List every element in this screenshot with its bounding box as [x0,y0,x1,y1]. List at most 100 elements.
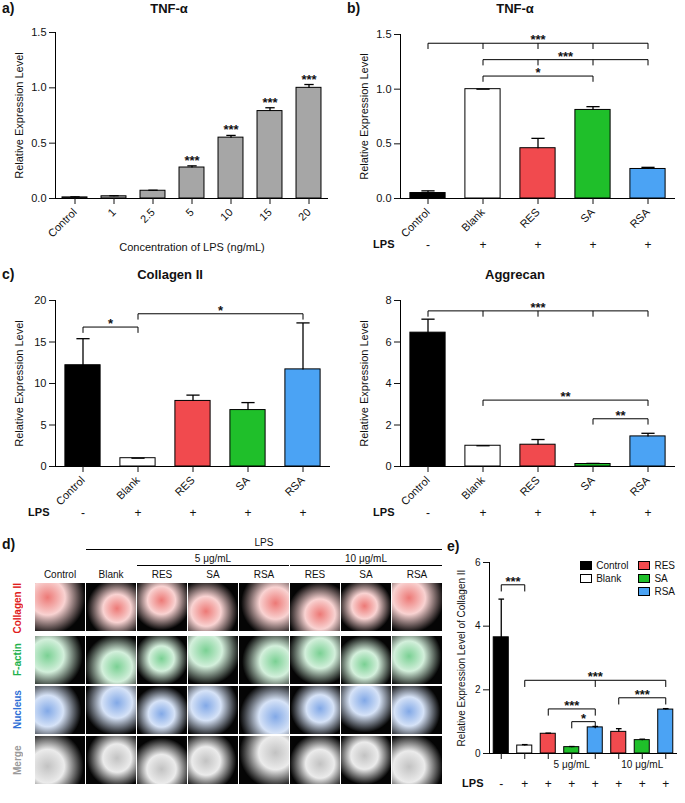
svg-text:***: *** [184,153,200,168]
svg-text:LPS: LPS [373,506,394,518]
svg-text:+: + [134,506,141,520]
svg-text:1.0: 1.0 [376,83,391,95]
html-text:Aggrecan: Aggrecan [485,267,545,282]
svg-text:RES: RES [172,474,196,498]
svg-text:0: 0 [475,748,481,759]
svg-text:RSA: RSA [282,473,307,498]
svg-text:1.5: 1.5 [31,26,46,38]
svg-text:LPS: LPS [373,238,394,250]
svg-text:Relative Expression Level: Relative Expression Level [358,320,370,447]
svg-text:1.0: 1.0 [31,81,46,93]
svg-text:5: 5 [40,419,46,431]
svg-text:SA: SA [233,473,252,492]
svg-text:*: * [535,65,541,80]
svg-text:LPS: LPS [462,777,483,789]
svg-text:-: - [426,506,430,520]
svg-text:10: 10 [218,206,235,223]
svg-text:10 μg/mL: 10 μg/mL [621,759,663,770]
svg-text:20: 20 [296,206,313,223]
svg-text:+: + [589,506,596,520]
svg-text:RSA: RSA [627,205,652,230]
svg-text:RES: RES [517,474,541,498]
svg-text:***: *** [530,300,546,315]
svg-text:*: * [581,711,587,726]
svg-text:-: - [81,506,85,520]
svg-text:***: *** [301,72,317,87]
svg-text:+: + [639,777,646,791]
svg-text:15: 15 [257,206,274,223]
svg-text:0.0: 0.0 [31,192,46,204]
svg-text:Control: Control [398,206,432,240]
svg-text:6: 6 [385,336,391,348]
svg-text:-: - [426,238,430,252]
svg-text:+: + [299,506,306,520]
svg-text:+: + [615,777,622,791]
svg-text:*: * [218,303,224,318]
svg-text:1.5: 1.5 [376,28,391,40]
svg-text:Relative Expression Level: Relative Expression Level [358,53,370,180]
svg-text:+: + [534,238,541,252]
svg-text:Blank: Blank [459,473,487,501]
svg-text:Relative Expression Level: Relative Expression Level [13,52,25,179]
svg-text:+: + [244,506,251,520]
svg-text:+: + [662,777,669,791]
svg-text:Control: Control [53,474,87,508]
svg-text:4: 4 [385,377,391,389]
svg-text:Concentration of LPS (ng/mL): Concentration of LPS (ng/mL) [119,241,265,253]
svg-text:Relative Expression Level: Relative Expression Level [13,320,25,447]
svg-text:***: *** [262,95,278,110]
svg-text:+: + [568,777,575,791]
svg-text:**: ** [560,389,571,404]
svg-text:Control: Control [45,206,79,240]
svg-text:***: *** [558,49,574,64]
svg-text:+: + [644,506,651,520]
svg-text:*: * [108,316,114,331]
svg-text:+: + [479,506,486,520]
svg-text:10: 10 [34,377,46,389]
svg-text:Relative Expression Level of C: Relative Expression Level of Collagen II [456,570,467,747]
svg-text:6: 6 [475,557,481,568]
html-text:Collagen II: Collagen II [137,267,203,282]
svg-text:Blank: Blank [114,473,142,501]
svg-text:0: 0 [40,460,46,472]
svg-text:+: + [521,777,528,791]
svg-text:+: + [644,238,651,252]
svg-text:RSA: RSA [627,473,652,498]
svg-text:2: 2 [475,684,481,695]
svg-text:LPS: LPS [28,506,49,518]
svg-text:**: ** [615,408,626,423]
svg-text:4: 4 [475,620,481,631]
svg-text:SA: SA [578,205,597,224]
svg-text:***: *** [635,687,651,702]
svg-text:5: 5 [183,206,196,219]
svg-text:0.5: 0.5 [31,137,46,149]
svg-text:Control: Control [398,474,432,508]
html-text:TNF-α: TNF-α [150,1,188,16]
svg-text:+: + [479,238,486,252]
svg-text:+: + [189,506,196,520]
svg-text:-: - [499,777,503,791]
svg-text:+: + [545,777,552,791]
svg-text:15: 15 [34,336,46,348]
svg-text:Blank: Blank [459,205,487,233]
svg-text:1: 1 [105,206,118,219]
svg-text:***: *** [223,122,239,137]
svg-text:2.5: 2.5 [138,206,157,225]
svg-text:***: *** [564,698,580,713]
html-text:TNF-α: TNF-α [496,1,534,16]
svg-text:0.5: 0.5 [376,137,391,149]
svg-text:***: *** [588,669,604,684]
svg-text:***: *** [530,32,546,47]
svg-text:SA: SA [578,473,597,492]
svg-text:RES: RES [517,206,541,230]
svg-text:5 μg/mL: 5 μg/mL [554,759,591,770]
svg-text:2: 2 [385,419,391,431]
svg-text:8: 8 [385,294,391,306]
svg-text:+: + [534,506,541,520]
svg-text:20: 20 [34,294,46,306]
svg-text:0.0: 0.0 [376,192,391,204]
svg-text:0: 0 [385,460,391,472]
svg-text:***: *** [505,574,521,589]
svg-text:+: + [589,238,596,252]
svg-text:+: + [592,777,599,791]
